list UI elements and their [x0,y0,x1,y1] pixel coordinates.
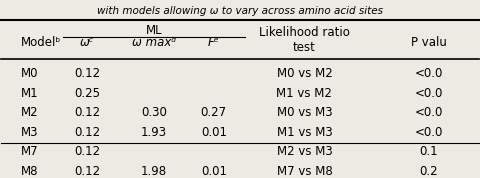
Text: M0 vs M2: M0 vs M2 [276,67,332,80]
Text: M0: M0 [21,67,38,80]
Text: M3: M3 [21,125,38,139]
Text: P valu: P valu [410,36,446,49]
Text: Modelᵇ: Modelᵇ [21,36,61,49]
Text: Likelihood ratio
test: Likelihood ratio test [259,26,350,54]
Text: 0.01: 0.01 [201,165,227,178]
Text: M2 vs M3: M2 vs M3 [276,145,332,158]
Text: 0.30: 0.30 [141,106,167,119]
Text: 0.27: 0.27 [201,106,227,119]
Text: M2: M2 [21,106,38,119]
Text: ωᶜ: ωᶜ [80,36,95,49]
Text: 0.12: 0.12 [74,106,100,119]
Text: M8: M8 [21,165,38,178]
Text: M1 vs M2: M1 vs M2 [276,87,332,100]
Text: 0.1: 0.1 [419,145,438,158]
Text: 1.93: 1.93 [141,125,167,139]
Text: <0.0: <0.0 [414,67,443,80]
Text: ML: ML [146,25,162,38]
Text: 0.12: 0.12 [74,145,100,158]
Text: Fᵉ: Fᵉ [208,36,219,49]
Text: M7: M7 [21,145,38,158]
Text: 0.12: 0.12 [74,67,100,80]
Text: M1: M1 [21,87,38,100]
Text: 0.01: 0.01 [201,125,227,139]
Text: M1 vs M3: M1 vs M3 [276,125,332,139]
Text: M7 vs M8: M7 vs M8 [276,165,332,178]
Text: 0.12: 0.12 [74,165,100,178]
Text: <0.0: <0.0 [414,87,443,100]
Text: <0.0: <0.0 [414,125,443,139]
Text: <0.0: <0.0 [414,106,443,119]
Text: ω maxᵈ: ω maxᵈ [132,36,176,49]
Text: M0 vs M3: M0 vs M3 [276,106,332,119]
Text: with models allowing ω to vary across amino acid sites: with models allowing ω to vary across am… [97,6,383,16]
Text: 0.12: 0.12 [74,125,100,139]
Text: 1.98: 1.98 [141,165,167,178]
Text: 0.2: 0.2 [419,165,438,178]
Text: 0.25: 0.25 [74,87,100,100]
